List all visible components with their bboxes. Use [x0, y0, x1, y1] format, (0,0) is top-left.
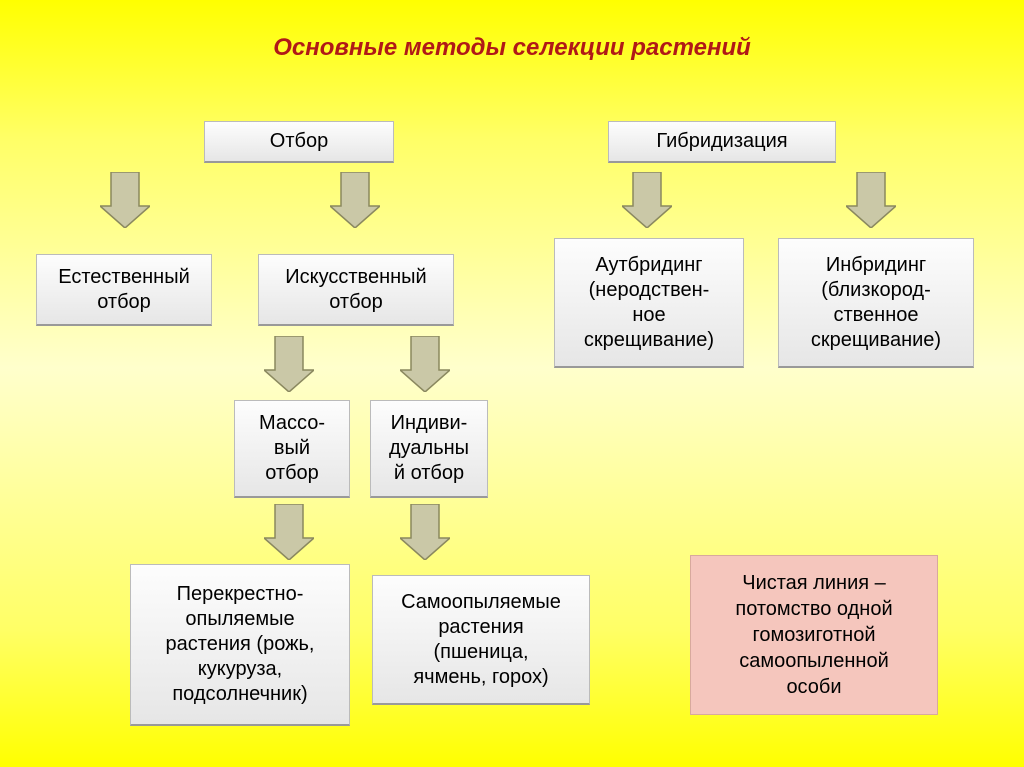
- node-otbor: Отбор: [204, 121, 394, 163]
- node-isk: Искусственный отбор: [258, 254, 454, 326]
- node-inb: Инбридинг (близкород- ственное скрещиван…: [778, 238, 974, 368]
- arrow-down-icon: [846, 172, 896, 228]
- node-label: Перекрестно- опыляемые растения (рожь, к…: [166, 582, 315, 707]
- node-label: Отбор: [270, 129, 328, 154]
- arrow-down-icon: [400, 336, 450, 392]
- node-label: Гибридизация: [656, 129, 787, 154]
- node-label: Естественный отбор: [58, 265, 190, 315]
- node-label: Искусственный отбор: [285, 265, 426, 315]
- arrow-down-icon: [622, 172, 672, 228]
- arrow-down-icon: [264, 504, 314, 560]
- note-pure-line: Чистая линия – потомство одной гомозигот…: [690, 555, 938, 715]
- arrow-down-icon: [400, 504, 450, 560]
- node-label: Инбридинг (близкород- ственное скрещиван…: [811, 253, 941, 353]
- node-label: Массо- вый отбор: [259, 411, 325, 486]
- arrow-down-icon: [100, 172, 150, 228]
- node-est: Естественный отбор: [36, 254, 212, 326]
- node-samo: Самоопыляемые растения (пшеница, ячмень,…: [372, 575, 590, 705]
- node-aut: Аутбридинг (неродствен- ное скрещивание): [554, 238, 744, 368]
- node-label: Самоопыляемые растения (пшеница, ячмень,…: [401, 590, 561, 690]
- node-perek: Перекрестно- опыляемые растения (рожь, к…: [130, 564, 350, 726]
- node-label: Индиви- дуальны й отбор: [389, 411, 469, 486]
- node-ind: Индиви- дуальны й отбор: [370, 400, 488, 498]
- node-gibrid: Гибридизация: [608, 121, 836, 163]
- node-label: Аутбридинг (неродствен- ное скрещивание): [584, 253, 714, 353]
- arrow-down-icon: [264, 336, 314, 392]
- note-label: Чистая линия – потомство одной гомозигот…: [735, 570, 892, 700]
- node-mass: Массо- вый отбор: [234, 400, 350, 498]
- page-title: Основные методы селекции растений: [0, 34, 1024, 62]
- arrow-down-icon: [330, 172, 380, 228]
